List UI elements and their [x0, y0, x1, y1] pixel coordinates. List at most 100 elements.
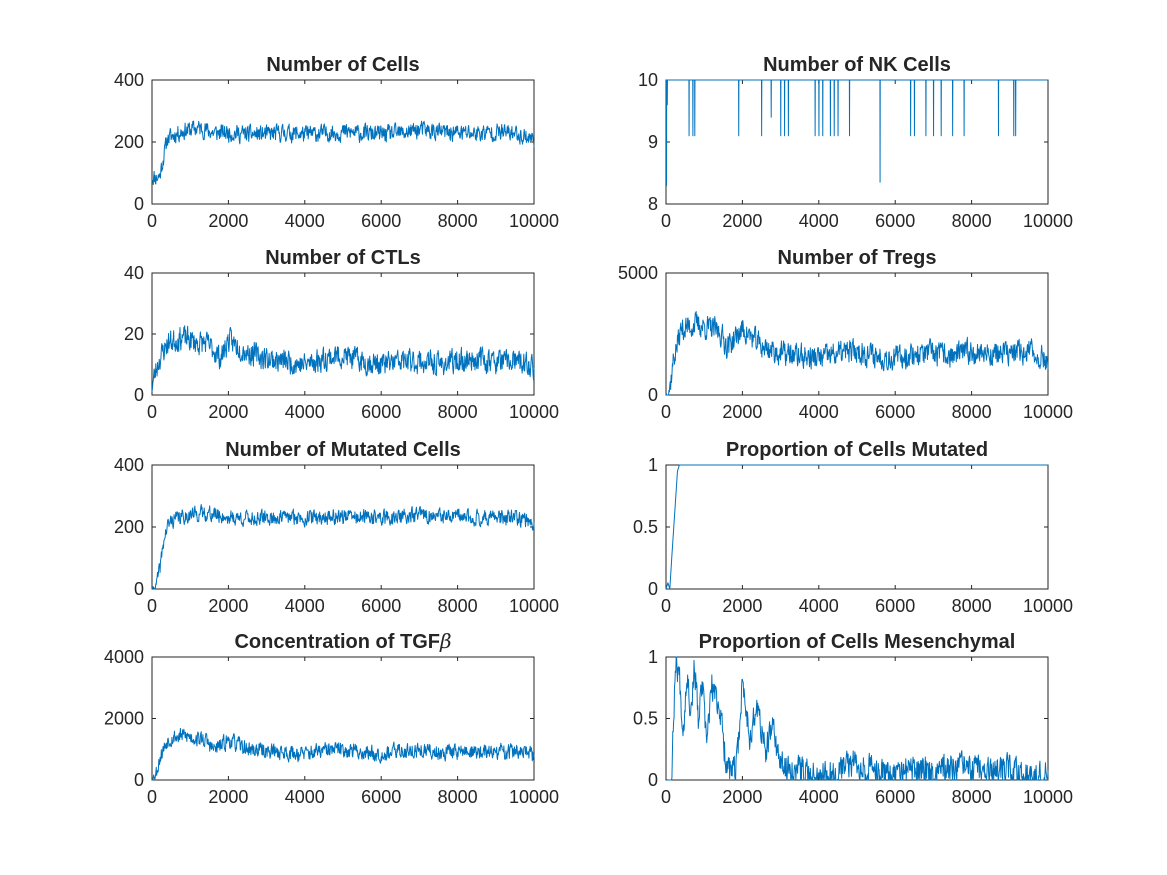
subplot-2: 0 2000 4000 6000 8000 10000 8 9 10 Number of NK C… [638, 54, 1073, 231]
y-tick-label: 400 [114, 70, 144, 90]
y-tick-label: 0 [648, 770, 658, 790]
subplot-title-text: Number of CTLs [265, 247, 421, 269]
x-tick-label: 10000 [509, 211, 559, 231]
y-tick-label: 0 [134, 194, 144, 214]
x-tick-label: 2000 [722, 211, 762, 231]
y-tick-label: 0 [134, 770, 144, 790]
x-tick-label: 0 [147, 211, 157, 231]
subplot-title-text: Number of Mutated Cells [225, 439, 461, 461]
x-tick-label: 4000 [799, 787, 839, 807]
x-tick-label: 0 [661, 211, 671, 231]
y-tick-label: 10 [638, 70, 658, 90]
y-tick-label: 200 [114, 132, 144, 152]
x-tick-label: 8000 [952, 402, 992, 422]
x-tick-label: 6000 [875, 402, 915, 422]
subplot-6: 0 2000 4000 6000 8000 10000 0 0.5 1 Proportion of… [633, 439, 1073, 616]
y-tick-label: 0 [134, 579, 144, 599]
subplot-title: Proportion of Cells Mutated [726, 439, 988, 461]
y-tick-label: 0 [648, 385, 658, 405]
x-tick-label: 6000 [875, 787, 915, 807]
x-tick-label: 0 [147, 402, 157, 422]
subplot-title-text: Number of Cells [266, 54, 419, 76]
y-tick-label: 1 [648, 647, 658, 667]
subplot-title-text: Proportion of Cells Mesenchymal [699, 631, 1016, 653]
x-tick-label: 6000 [361, 596, 401, 616]
x-tick-label: 0 [661, 402, 671, 422]
subplot-title: Number of Mutated Cells [225, 439, 461, 461]
axes-box [151, 656, 535, 781]
x-tick-label: 4000 [285, 596, 325, 616]
y-tick-label: 0 [648, 579, 658, 599]
y-tick-label: 40 [124, 263, 144, 283]
x-tick-label: 2000 [208, 211, 248, 231]
subplot-title: Number of Tregs [778, 247, 937, 269]
x-tick-label: 2000 [208, 402, 248, 422]
x-tick-label: 6000 [361, 402, 401, 422]
y-tick-label: 8 [648, 194, 658, 214]
x-tick-label: 2000 [722, 402, 762, 422]
x-tick-label: 8000 [438, 402, 478, 422]
x-tick-label: 2000 [208, 787, 248, 807]
series-line [665, 79, 1048, 186]
x-tick-label: 4000 [285, 402, 325, 422]
y-tick-label: 1 [648, 455, 658, 475]
axes-box [665, 464, 1049, 590]
x-tick-label: 4000 [799, 211, 839, 231]
subplot-title-symbol: β [439, 629, 452, 653]
y-tick-label: 0.5 [633, 709, 658, 729]
y-tick-label: 0 [134, 385, 144, 405]
subplot-8: 0 2000 4000 6000 8000 10000 0 0.5 1 Proportion of… [633, 631, 1073, 807]
x-tick-label: 4000 [799, 402, 839, 422]
x-tick-label: 8000 [438, 787, 478, 807]
axes-box [151, 79, 535, 205]
subplot-3: 0 2000 4000 6000 8000 10000 0 20 40 Number of CTL… [124, 247, 559, 422]
x-tick-label: 10000 [1023, 596, 1073, 616]
subplot-title: Proportion of Cells Mesenchymal [699, 631, 1016, 653]
subplot-1: 0 2000 4000 6000 8000 10000 0 200 400 Number of C… [114, 54, 559, 231]
y-tick-label: 200 [114, 517, 144, 537]
x-tick-label: 6000 [361, 211, 401, 231]
x-tick-label: 8000 [952, 787, 992, 807]
subplot-title: Concentration of TGFβ [234, 629, 451, 653]
y-tick-label: 2000 [104, 709, 144, 729]
x-tick-label: 10000 [509, 787, 559, 807]
x-tick-label: 4000 [285, 787, 325, 807]
x-tick-label: 10000 [1023, 787, 1073, 807]
subplot-title: Number of CTLs [265, 247, 421, 269]
x-tick-label: 2000 [722, 596, 762, 616]
series-line [665, 464, 1048, 590]
y-tick-label: 5000 [618, 263, 658, 283]
x-tick-label: 0 [661, 787, 671, 807]
series-line [151, 504, 535, 590]
x-tick-label: 8000 [952, 596, 992, 616]
subplot-title-text: Proportion of Cells Mutated [726, 439, 988, 461]
x-tick-label: 2000 [208, 596, 248, 616]
x-tick-label: 10000 [1023, 402, 1073, 422]
y-tick-label: 400 [114, 455, 144, 475]
y-tick-label: 0.5 [633, 517, 658, 537]
x-tick-label: 4000 [285, 211, 325, 231]
x-tick-label: 6000 [361, 787, 401, 807]
subplot-title: Number of NK Cells [763, 54, 951, 76]
subplot-title-text: Concentration of TGF [234, 631, 440, 653]
subplot-4: 0 2000 4000 6000 8000 10000 0 5000 Number of Tre… [618, 247, 1073, 422]
x-tick-label: 2000 [722, 787, 762, 807]
y-tick-label: 4000 [104, 647, 144, 667]
subplot-5: 0 2000 4000 6000 8000 10000 0 200 400 Number of M… [114, 439, 559, 616]
x-tick-label: 10000 [509, 402, 559, 422]
axes-box [151, 272, 535, 396]
x-tick-label: 0 [661, 596, 671, 616]
x-tick-label: 6000 [875, 211, 915, 231]
subplot-title-text: Number of NK Cells [763, 54, 951, 76]
series-line [665, 656, 1049, 781]
x-tick-label: 0 [147, 596, 157, 616]
y-tick-label: 9 [648, 132, 658, 152]
axes-box [665, 79, 1049, 205]
x-tick-label: 8000 [438, 211, 478, 231]
x-tick-label: 10000 [1023, 211, 1073, 231]
series-line [151, 727, 535, 781]
subplot-title-text: Number of Tregs [778, 247, 937, 269]
axes-box [151, 464, 535, 590]
y-tick-label: 20 [124, 324, 144, 344]
